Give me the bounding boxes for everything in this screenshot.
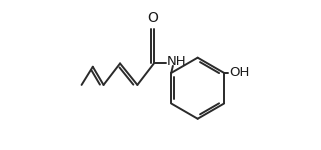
Text: NH: NH bbox=[167, 55, 187, 68]
Text: O: O bbox=[148, 11, 159, 25]
Text: OH: OH bbox=[229, 66, 249, 79]
